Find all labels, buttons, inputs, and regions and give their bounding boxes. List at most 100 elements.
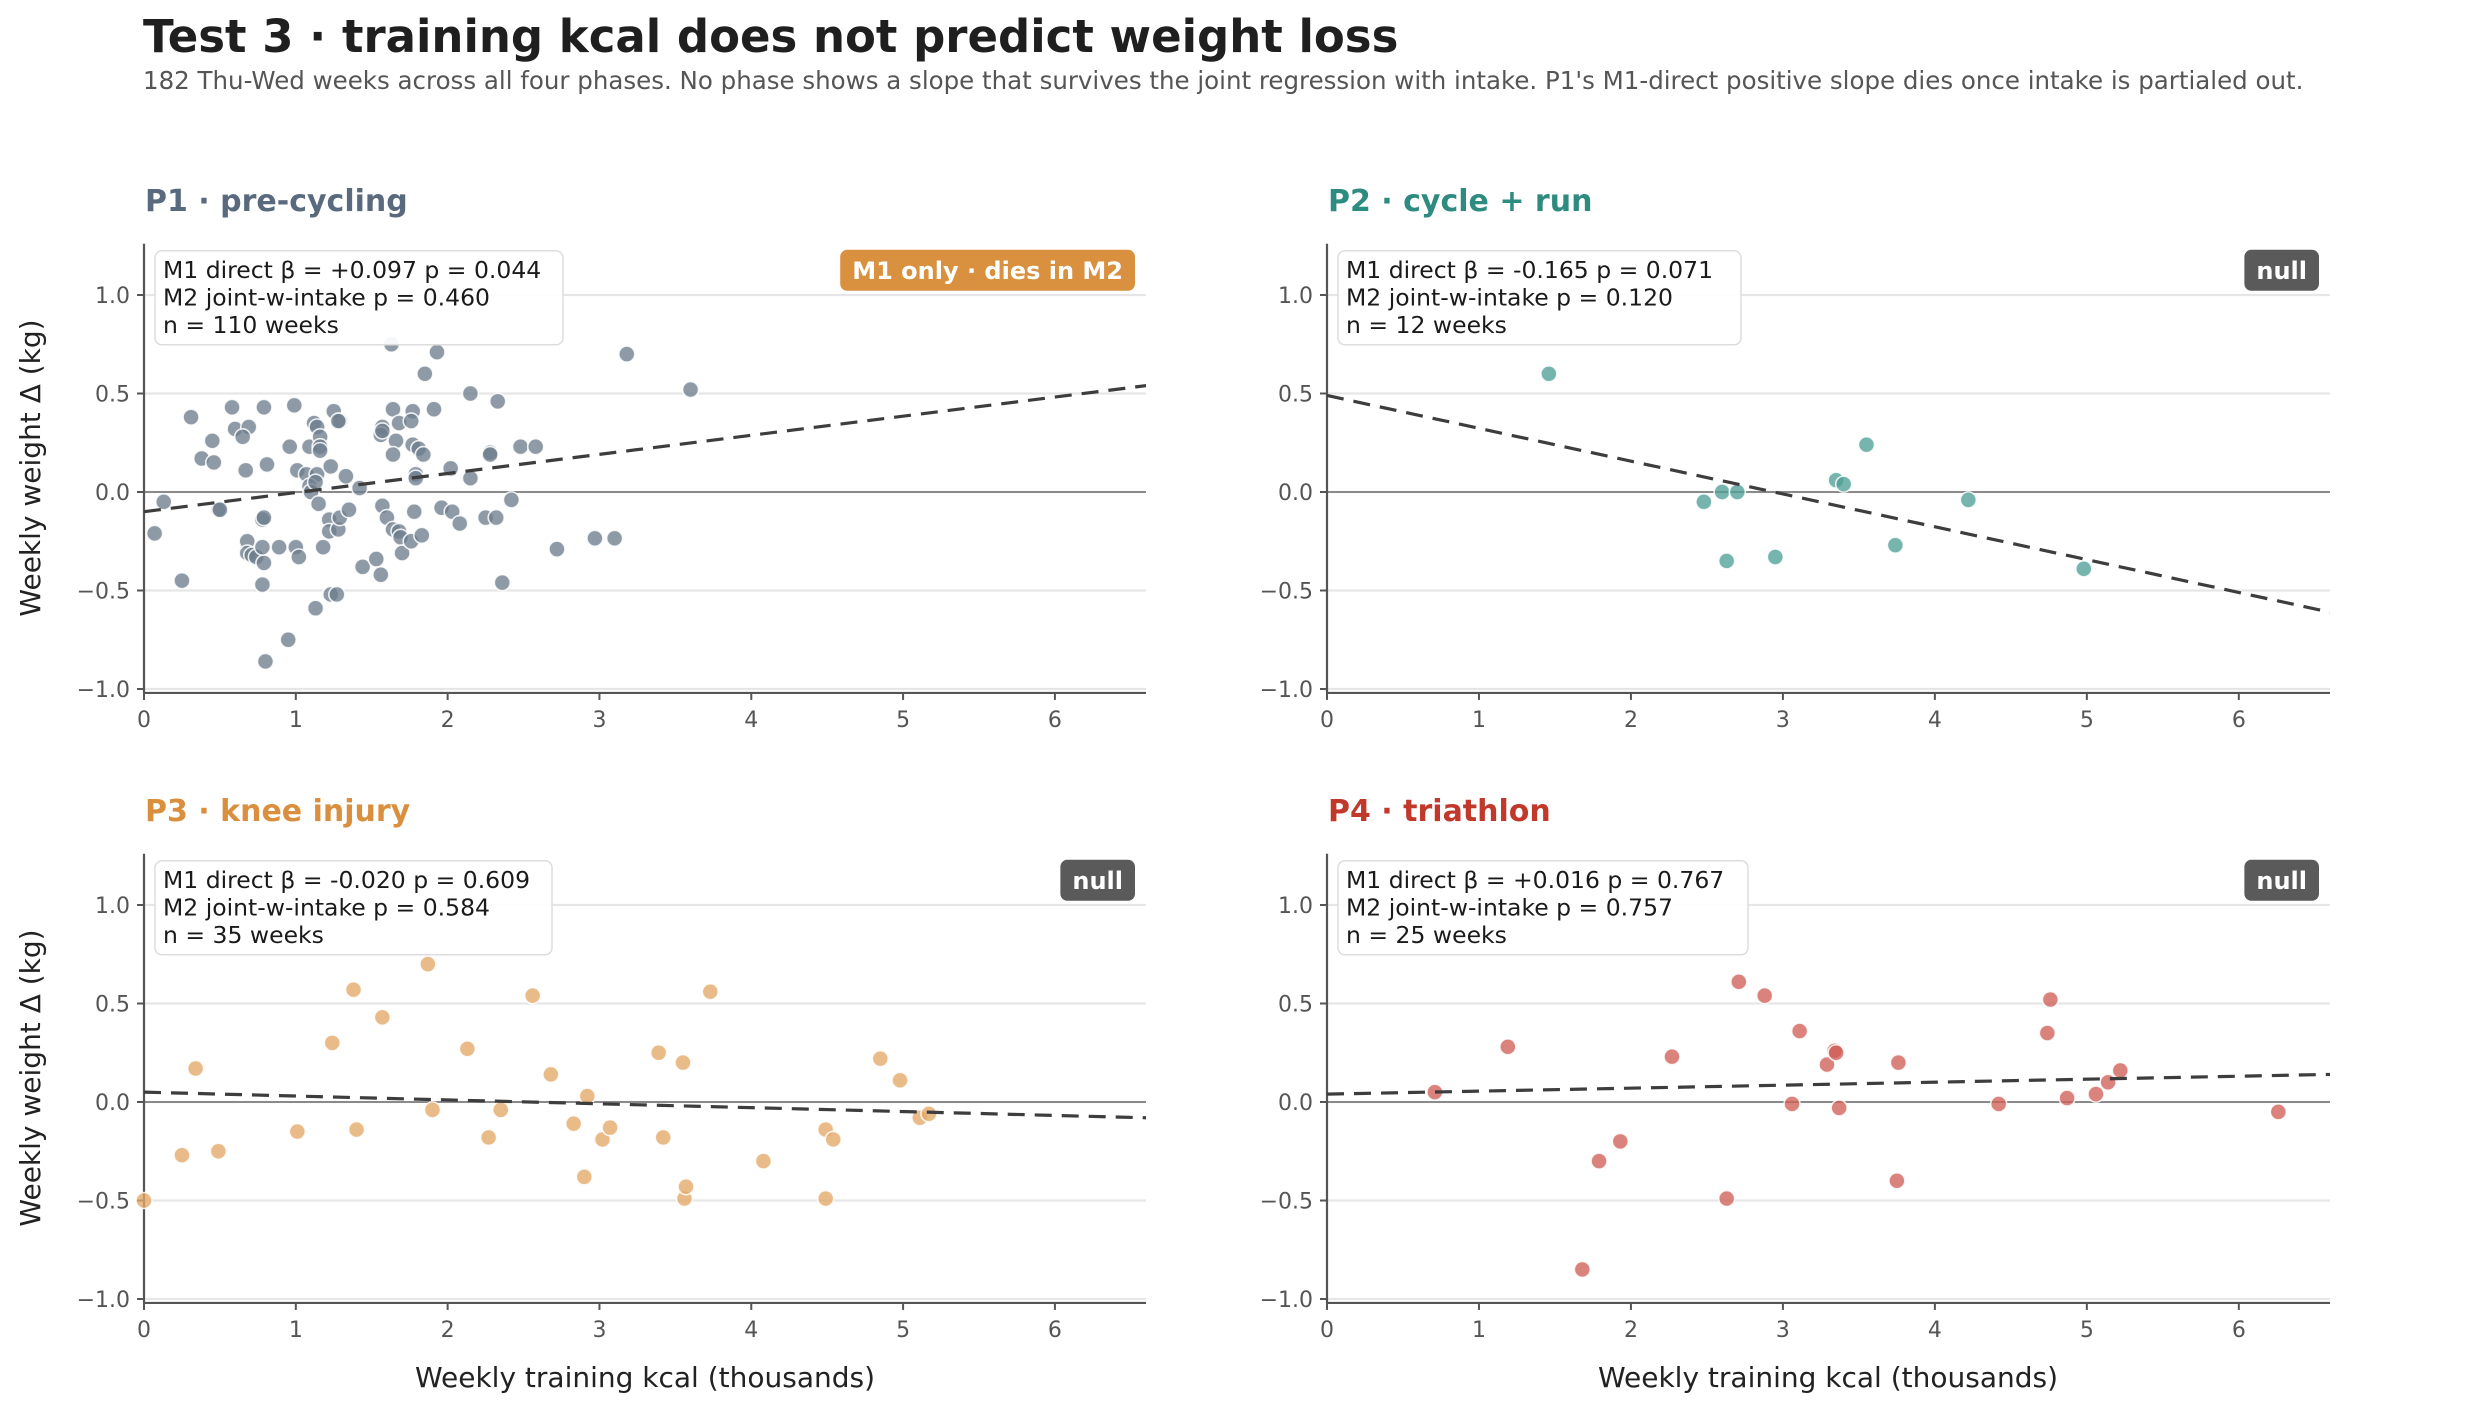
regression-line xyxy=(1326,393,2330,614)
badge-label: M1 only · dies in M2 xyxy=(852,257,1123,285)
annotation-line: n = 12 weeks xyxy=(1346,311,1507,339)
data-point xyxy=(754,1152,773,1170)
data-point xyxy=(1790,1022,1809,1040)
x-tick-label: 5 xyxy=(896,708,910,733)
x-tick-label: 0 xyxy=(137,708,151,733)
x-tick-label: 3 xyxy=(1776,1318,1790,1343)
data-point xyxy=(481,445,499,464)
data-point xyxy=(340,500,358,519)
badge-label: null xyxy=(2256,257,2307,285)
verdict-badge: null xyxy=(2244,249,2319,291)
data-point xyxy=(605,529,624,548)
data-point xyxy=(285,396,304,415)
data-point xyxy=(423,1101,442,1119)
data-point xyxy=(1834,475,1853,493)
panel-p2: P2 · cycle + run −1.0 −0.5 0.0 0.5 1.0 0 1 2 3 4 5 6… xyxy=(1260,184,2330,733)
y-tick-label: 0.5 xyxy=(1278,383,1313,408)
data-point xyxy=(1695,493,1713,511)
data-point xyxy=(373,422,392,440)
figure-subtitle: 182 Thu-Wed weeks across all four phases… xyxy=(143,66,2304,95)
data-point xyxy=(511,437,530,456)
data-point xyxy=(1888,1172,1906,1190)
x-tick-label: 6 xyxy=(1048,708,1062,733)
data-point xyxy=(871,1049,890,1068)
panel-title: P4 · triathlon xyxy=(1328,794,1551,829)
data-point xyxy=(414,445,433,464)
data-point xyxy=(306,473,325,491)
y-tick-label: 0.5 xyxy=(95,383,130,408)
data-point xyxy=(182,408,200,426)
x-tick-label: 4 xyxy=(744,1318,758,1343)
data-point xyxy=(1959,491,1978,509)
data-point xyxy=(493,573,512,592)
badge-label: null xyxy=(2256,867,2307,895)
data-point xyxy=(205,453,223,472)
x-tick-label: 6 xyxy=(2232,708,2246,733)
data-point xyxy=(601,1118,619,1137)
y-tick-label: 0.0 xyxy=(95,1091,130,1116)
annotation-line: M2 joint-w-intake p = 0.460 xyxy=(163,283,490,311)
data-point xyxy=(701,982,720,1001)
data-point xyxy=(1766,548,1785,566)
y-tick-label: 0.0 xyxy=(1278,1091,1313,1116)
y-tick-label: 0.0 xyxy=(1278,481,1313,506)
panel-title: P3 · knee injury xyxy=(145,794,411,829)
data-point xyxy=(328,585,346,604)
y-tick-label: −0.5 xyxy=(1260,1190,1313,1215)
data-point xyxy=(154,493,173,511)
x-tick-label: 0 xyxy=(137,1318,151,1343)
data-point xyxy=(323,1034,342,1052)
data-point xyxy=(1886,536,1905,554)
data-point xyxy=(1590,1152,1608,1170)
y-tick-label: 1.0 xyxy=(1278,894,1313,919)
data-point xyxy=(337,467,355,486)
x-tick-label: 0 xyxy=(1320,708,1334,733)
x-axis-label: Weekly training kcal (thousands) xyxy=(1598,1361,2058,1394)
data-point xyxy=(288,1122,307,1141)
y-tick-label: −1.0 xyxy=(1260,678,1313,703)
data-point xyxy=(309,495,328,513)
data-point xyxy=(2038,1024,2057,1042)
data-point xyxy=(681,380,700,399)
y-tick-label: 0.5 xyxy=(95,993,130,1018)
y-tick-label: −1.0 xyxy=(77,1288,130,1313)
data-point xyxy=(2269,1103,2288,1121)
x-tick-label: 4 xyxy=(744,708,758,733)
verdict-badge: M1 only · dies in M2 xyxy=(840,249,1135,291)
data-point xyxy=(1713,483,1731,501)
data-point xyxy=(209,1142,228,1161)
data-point xyxy=(458,1040,477,1058)
data-point xyxy=(2099,1073,2117,1092)
data-point xyxy=(674,1053,692,1072)
x-tick-label: 2 xyxy=(1624,708,1638,733)
y-axis-label: Weekly weight Δ (kg) xyxy=(14,319,47,616)
plot-area xyxy=(143,335,1146,671)
data-point xyxy=(1827,1043,1845,1062)
data-point xyxy=(2041,990,2060,1009)
data-point xyxy=(1889,1053,1908,1072)
badge-background xyxy=(2244,859,2319,901)
data-point xyxy=(1755,986,1774,1005)
x-tick-label: 1 xyxy=(289,1318,303,1343)
data-point xyxy=(428,343,446,361)
data-point xyxy=(649,1043,668,1062)
data-point xyxy=(677,1177,695,1196)
x-tick-label: 1 xyxy=(1472,1318,1486,1343)
data-point xyxy=(173,571,191,590)
x-tick-label: 3 xyxy=(1776,708,1790,733)
data-point xyxy=(1857,435,1876,454)
verdict-badge: null xyxy=(2244,859,2319,901)
data-point xyxy=(145,524,164,543)
data-point xyxy=(211,500,229,519)
data-point xyxy=(314,538,332,556)
x-tick-label: 0 xyxy=(1320,1318,1334,1343)
y-tick-label: −1.0 xyxy=(1260,1288,1313,1313)
data-point xyxy=(223,398,241,417)
y-tick-label: 0.0 xyxy=(95,481,130,506)
y-axis-label: Weekly weight Δ (kg) xyxy=(14,929,47,1226)
x-tick-label: 1 xyxy=(1472,708,1486,733)
data-point xyxy=(488,392,507,411)
panel-p4: P4 · triathlon −1.0 −0.5 0.0 0.5 1.0 0 1 2 3 4 5 6 M1… xyxy=(1260,794,2330,1343)
data-point xyxy=(329,412,348,430)
data-point xyxy=(353,558,372,576)
